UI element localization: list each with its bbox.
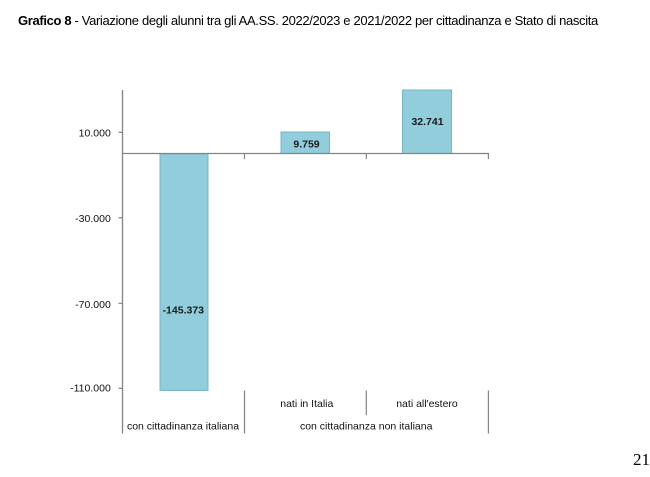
svg-text:nati in Italia: nati in Italia xyxy=(280,398,333,410)
svg-text:nati all'estero: nati all'estero xyxy=(396,398,458,410)
svg-text:con cittadinanza non italiana: con cittadinanza non italiana xyxy=(300,421,433,433)
svg-text:-145.373: -145.373 xyxy=(163,305,205,317)
svg-text:10.000: 10.000 xyxy=(79,128,111,140)
svg-text:-110.000: -110.000 xyxy=(70,382,111,394)
svg-text:-70.000: -70.000 xyxy=(75,299,111,311)
svg-text:-30.000: -30.000 xyxy=(75,213,111,225)
svg-text:32.741: 32.741 xyxy=(411,116,443,128)
svg-text:con cittadinanza italiana: con cittadinanza italiana xyxy=(127,421,239,433)
svg-text:9.759: 9.759 xyxy=(293,139,319,151)
